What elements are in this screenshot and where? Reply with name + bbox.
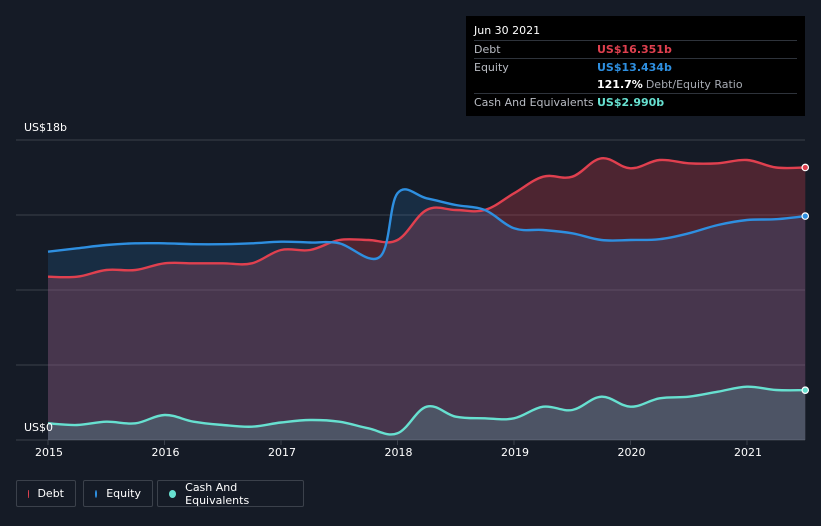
debt-area — [48, 158, 806, 441]
legend-cash-label: Cash And Equivalents — [185, 480, 250, 507]
debt-line — [47, 157, 806, 279]
equity-end-marker — [801, 212, 810, 220]
tooltip-equity-row: Equity US$13.434b — [474, 58, 797, 76]
tooltip-equity-label: Equity — [474, 61, 509, 74]
tooltip-debt-label: Debt — [474, 43, 501, 56]
y-axis-top-label: US$18b — [24, 121, 68, 134]
tooltip-cash-row: Cash And Equivalents US$2.990b — [474, 93, 797, 111]
tooltip: Jun 30 2021 Debt US$16.351b Equity US$13… — [466, 16, 805, 116]
y-axis-bottom-label: US$0 — [24, 421, 54, 434]
legend-equity-label: Equity — [106, 487, 141, 500]
equity-area — [48, 189, 806, 440]
debt-end-marker — [801, 163, 810, 172]
cash-line — [47, 385, 806, 436]
x-tick-label: 2016 — [151, 446, 180, 459]
x-tick-label: 2021 — [734, 446, 762, 459]
cash-dot-icon — [169, 489, 177, 498]
tooltip-equity-value: US$13.434b — [597, 61, 672, 74]
chart-end-markers — [801, 163, 810, 394]
chart-lines — [47, 157, 806, 436]
tooltip-cash-value: US$2.990b — [597, 96, 665, 109]
tooltip-cash-label: Cash And Equivalents — [474, 96, 594, 109]
tooltip-debt-row: Debt US$16.351b — [474, 40, 797, 58]
x-tick-label: 2018 — [384, 446, 413, 459]
tooltip-date: Jun 30 2021 — [474, 24, 541, 37]
tooltip-ratio-value: 121.7% — [597, 78, 643, 91]
x-tick-label: 2017 — [268, 446, 296, 459]
equity-line — [47, 188, 806, 261]
equity-dot-icon — [95, 489, 98, 498]
x-tick-label: 2020 — [617, 446, 646, 459]
tooltip-ratio: 121.7% Debt/Equity Ratio — [597, 76, 743, 93]
tooltip-ratio-label: Debt/Equity Ratio — [645, 78, 743, 91]
legend-cash[interactable]: Cash And Equivalents — [157, 480, 304, 507]
chart-areas — [48, 158, 806, 441]
legend-debt[interactable]: Debt — [16, 480, 76, 507]
x-tick-label: 2015 — [35, 446, 63, 459]
legend-equity[interactable]: Equity — [83, 480, 153, 507]
tooltip-ratio-row: 121.7% Debt/Equity Ratio — [474, 76, 797, 93]
legend-debt-label: Debt — [37, 487, 64, 500]
cash-end-marker — [801, 386, 810, 394]
x-tick-label: 2019 — [501, 446, 529, 459]
tooltip-debt-value: US$16.351b — [597, 43, 672, 56]
